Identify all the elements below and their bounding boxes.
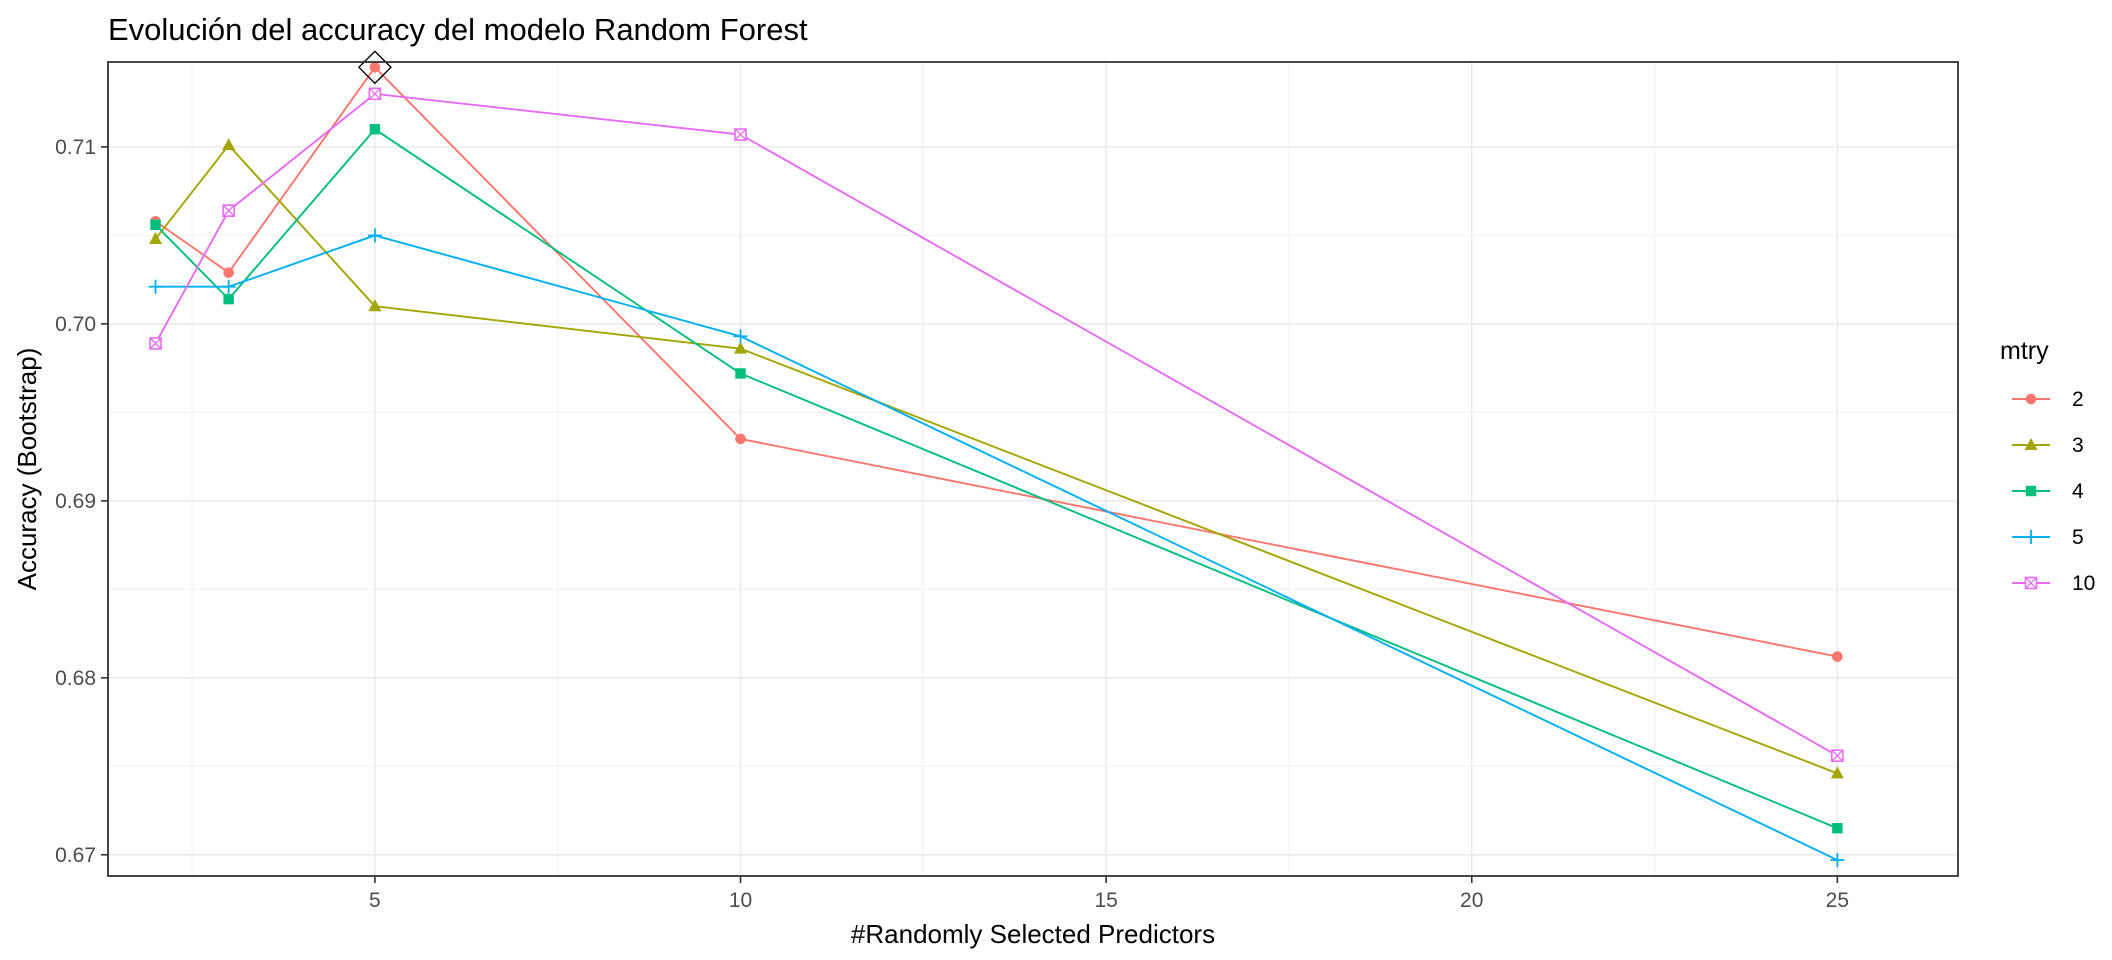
point-mtry-3 xyxy=(734,341,748,354)
legend-label: 4 xyxy=(2072,480,2084,503)
marker-box-diagonal xyxy=(149,337,162,350)
y-tick-label: 0.68 xyxy=(55,667,96,690)
point-mtry-4 xyxy=(1832,823,1843,834)
legend-item-mtry-4: 4 xyxy=(2012,480,2084,503)
point-mtry-10 xyxy=(368,87,382,101)
minor-grid-y xyxy=(108,234,1958,767)
legend-swatch-marker xyxy=(2024,438,2038,450)
legend-label: 10 xyxy=(2072,572,2095,595)
marker-box-diagonal xyxy=(2025,577,2037,589)
marker-box-diagonal xyxy=(1831,749,1844,762)
legend-swatch-marker xyxy=(2025,485,2037,497)
point-mtry-5 xyxy=(221,279,236,294)
series-points-mtry-5 xyxy=(148,228,1845,868)
legend-title: mtry xyxy=(2000,337,2049,365)
legend-label: 3 xyxy=(2072,434,2084,457)
plot-background xyxy=(108,62,1958,876)
y-tick-label: 0.67 xyxy=(55,844,96,867)
marker-box-diagonal xyxy=(368,87,381,100)
legend-label: 5 xyxy=(2072,526,2084,549)
marker-box-diagonal xyxy=(222,204,235,217)
x-tick-label: 10 xyxy=(729,889,752,912)
point-mtry-10 xyxy=(1831,749,1844,762)
series-points-mtry-3 xyxy=(149,138,1844,779)
point-mtry-3 xyxy=(222,138,236,151)
major-grid-x xyxy=(374,62,1839,876)
legend-items: 2 3 4 5 10 xyxy=(2012,388,2095,595)
point-mtry-5 xyxy=(367,228,382,243)
x-tick-label: 25 xyxy=(1826,889,1849,912)
point-mtry-5 xyxy=(1830,853,1845,868)
legend-swatch-marker xyxy=(2024,576,2038,590)
series-points-mtry-10 xyxy=(149,87,1844,762)
x-tick-label: 15 xyxy=(1094,889,1117,912)
marker-box-diagonal xyxy=(734,128,747,141)
point-mtry-3 xyxy=(149,231,163,244)
point-mtry-2 xyxy=(1832,651,1843,662)
point-mtry-4 xyxy=(150,219,161,230)
y-axis-ticks: 0.67 0.68 0.69 0.70 0.71 xyxy=(55,136,108,867)
x-axis-ticks: 5 10 15 20 25 xyxy=(369,876,1849,912)
point-mtry-3 xyxy=(368,299,382,312)
point-mtry-5 xyxy=(148,279,163,294)
point-mtry-2 xyxy=(369,62,381,73)
chart-title: Evolución del accuracy del modelo Random… xyxy=(108,12,808,47)
point-mtry-3 xyxy=(1830,766,1844,779)
series-points-mtry-4 xyxy=(150,124,1843,834)
legend-item-mtry-2: 2 xyxy=(2012,388,2084,411)
minor-grid-x xyxy=(191,62,1656,876)
legend-item-mtry-10: 10 xyxy=(2012,572,2095,595)
point-mtry-4 xyxy=(223,293,234,305)
point-mtry-10 xyxy=(734,128,747,141)
point-mtry-2 xyxy=(735,433,746,445)
major-grid-y xyxy=(108,146,1958,856)
y-tick-label: 0.69 xyxy=(55,490,96,513)
point-mtry-2 xyxy=(223,267,234,278)
point-mtry-4 xyxy=(735,368,746,379)
point-mtry-10 xyxy=(149,337,162,350)
legend-swatch-marker xyxy=(2025,393,2037,405)
x-tick-label: 20 xyxy=(1460,889,1483,912)
point-mtry-5 xyxy=(733,329,748,344)
x-axis-title: #Randomly Selected Predictors xyxy=(851,919,1215,949)
y-axis-title: Accuracy (Bootstrap) xyxy=(12,348,42,591)
point-mtry-10 xyxy=(222,204,235,217)
y-tick-label: 0.70 xyxy=(55,313,96,336)
legend-swatch-marker xyxy=(2024,530,2038,544)
plot-border xyxy=(107,61,1959,877)
series-points xyxy=(148,62,1845,868)
legend: mtry 2 3 4 5 10 xyxy=(2000,337,2095,595)
legend-item-mtry-5: 5 xyxy=(2012,526,2084,549)
point-mtry-4 xyxy=(369,124,381,135)
y-tick-label: 0.71 xyxy=(55,136,96,159)
x-tick-label: 5 xyxy=(369,889,381,912)
legend-item-mtry-3: 3 xyxy=(2012,434,2084,457)
legend-label: 2 xyxy=(2072,388,2084,411)
